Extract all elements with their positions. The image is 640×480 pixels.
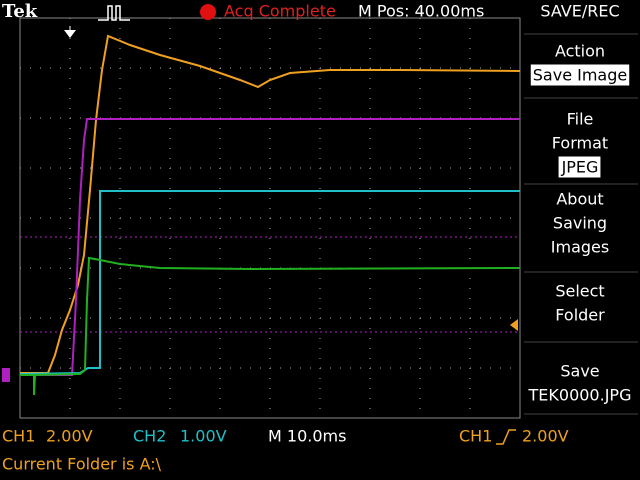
menu-value[interactable]: Save Image <box>533 66 627 85</box>
menu-label: Action <box>555 42 605 61</box>
trigger-position-marker <box>64 30 76 38</box>
menu-label: Save <box>560 362 599 381</box>
ch1-scale: 2.00V <box>46 427 93 446</box>
menu-label: Images <box>551 238 609 257</box>
ch2-trace <box>19 190 520 375</box>
horizontal-position: M Pos: 40.00ms <box>358 2 484 21</box>
menu-value[interactable]: JPEG <box>561 158 599 177</box>
brand: Tek <box>2 1 38 22</box>
ground-marker <box>2 368 10 382</box>
timebase: M 10.0ms <box>268 427 346 446</box>
menu-highlight <box>530 64 630 86</box>
run-state-icon <box>98 5 130 21</box>
ch1-label: CH1 <box>2 427 35 446</box>
ch2-scale: 1.00V <box>180 427 227 446</box>
menu-label: File <box>567 110 594 129</box>
menu-label: Format <box>552 134 608 153</box>
trigger-slope-icon <box>496 429 516 445</box>
graticule-border <box>19 17 521 419</box>
status-indicator <box>200 4 216 20</box>
menu-title: SAVE/REC <box>540 2 619 21</box>
ch2-label: CH2 <box>133 427 166 446</box>
ch1-trace <box>20 34 521 374</box>
menu-label: Saving <box>553 214 607 233</box>
trigger-level: 2.00V <box>522 427 569 446</box>
acquisition-status: Acq Complete <box>224 2 336 21</box>
current-folder: Current Folder is A:\ <box>2 455 162 474</box>
menu-label: About <box>556 190 603 209</box>
ch3-trace <box>20 256 521 396</box>
menu-label: Folder <box>555 306 605 325</box>
trigger-source: CH1 <box>459 427 492 446</box>
side-menu: Action Save Image File Format JPEG About Savin… <box>524 33 638 415</box>
menu-value[interactable]: TEK0000.JPG <box>528 386 632 405</box>
trigger-level-marker <box>510 319 518 331</box>
menu-highlight <box>558 156 601 178</box>
menu-label: Select <box>555 282 604 301</box>
